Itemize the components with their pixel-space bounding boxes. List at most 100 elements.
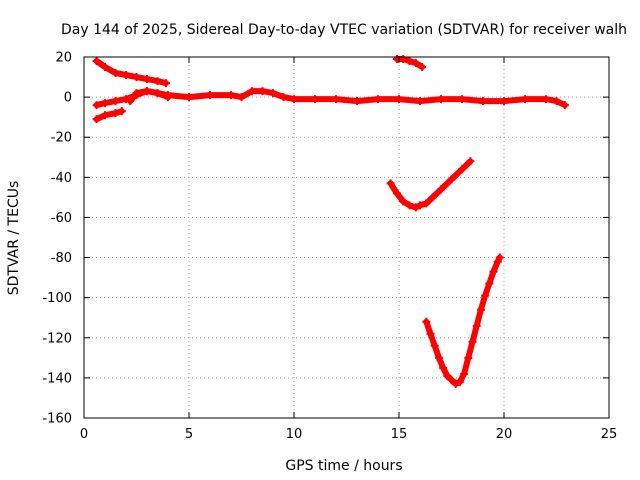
series-line xyxy=(93,58,169,87)
data-point xyxy=(143,75,151,84)
data-point xyxy=(416,201,424,210)
data-point xyxy=(101,99,109,108)
series-line xyxy=(423,254,503,387)
ticks-layer: 0 5 10 15 20 25 20 0 -20 -40 -60 -80 -100 -120 -140 -16… xyxy=(42,51,617,443)
x-axis-label: GPS time / hours xyxy=(285,458,402,474)
series-arc-5 xyxy=(392,55,427,72)
data-point xyxy=(422,317,431,326)
data-point xyxy=(126,97,135,106)
data-point xyxy=(332,95,340,104)
data-point xyxy=(395,95,403,104)
data-point xyxy=(460,369,469,378)
data-point xyxy=(439,363,448,372)
data-point xyxy=(269,89,277,98)
data-point xyxy=(466,157,475,166)
x-tick-label: 25 xyxy=(601,427,618,442)
data-point xyxy=(111,97,120,106)
data-point xyxy=(164,93,172,102)
data-point xyxy=(468,337,477,346)
y-tick-label: -140 xyxy=(42,371,72,386)
data-point xyxy=(399,197,408,206)
data-point xyxy=(143,87,151,96)
x-tick-label: 5 xyxy=(185,427,193,442)
data-point xyxy=(405,57,414,66)
y-tick-label: -100 xyxy=(42,291,72,306)
data-point xyxy=(418,63,427,72)
data-point xyxy=(426,329,435,338)
data-point xyxy=(92,101,101,110)
series-arc-4 xyxy=(126,87,172,106)
data-point xyxy=(92,57,101,66)
data-point xyxy=(237,93,246,102)
data-point xyxy=(101,111,109,120)
data-point xyxy=(185,93,193,102)
data-point xyxy=(430,341,439,350)
y-tick-label: -20 xyxy=(51,131,72,146)
data-point xyxy=(101,63,109,72)
y-tick-label: -120 xyxy=(42,331,72,346)
data-point xyxy=(374,95,382,104)
data-point xyxy=(92,115,101,124)
x-tick-label: 0 xyxy=(80,427,88,442)
data-point xyxy=(405,201,414,210)
y-tick-label: -160 xyxy=(42,412,72,427)
data-point xyxy=(500,97,508,106)
series-arc-7 xyxy=(422,253,504,388)
data-point xyxy=(521,95,529,104)
data-point xyxy=(481,291,490,300)
x-tick-label: 10 xyxy=(286,427,303,442)
data-point xyxy=(132,89,141,98)
data-point xyxy=(279,93,288,102)
y-axis-label: SDTVAR / TECUs xyxy=(6,181,22,296)
data-point xyxy=(416,97,424,106)
data-point xyxy=(422,199,431,208)
data-point xyxy=(476,305,485,314)
data-point xyxy=(258,87,267,96)
data-point xyxy=(485,279,494,288)
data-point xyxy=(428,193,437,202)
data-point xyxy=(411,203,420,212)
data-point xyxy=(560,101,569,110)
data-point xyxy=(161,79,170,88)
data-point xyxy=(479,97,487,106)
chart-title: Day 144 of 2025, Sidereal Day-to-day VTE… xyxy=(61,22,627,38)
y-tick-label: -80 xyxy=(51,251,72,266)
series-arc-3 xyxy=(92,107,126,124)
data-point xyxy=(290,95,298,104)
data-point xyxy=(153,89,162,98)
data-point xyxy=(437,185,445,194)
grid-layer xyxy=(84,57,609,418)
data-point xyxy=(437,95,445,104)
data-point xyxy=(248,87,256,96)
data-point xyxy=(458,165,466,174)
data-point xyxy=(132,73,141,82)
data-point xyxy=(493,257,502,266)
data-point xyxy=(455,377,464,386)
data-point xyxy=(447,175,456,184)
data-point xyxy=(489,267,498,276)
data-point xyxy=(411,59,420,68)
data-point xyxy=(464,353,473,362)
data-point xyxy=(227,91,235,100)
data-point xyxy=(434,353,443,362)
series-arc-1 xyxy=(92,57,170,88)
data-point xyxy=(443,371,452,380)
data-point xyxy=(206,91,214,100)
series-layer xyxy=(92,55,569,388)
series-arc-6 xyxy=(386,157,475,212)
data-point xyxy=(542,95,550,104)
data-point xyxy=(472,321,481,330)
data-point xyxy=(447,375,456,384)
data-point xyxy=(386,179,395,188)
data-point xyxy=(392,189,401,198)
y-tick-label: 0 xyxy=(64,91,72,106)
data-point xyxy=(117,107,126,116)
data-point xyxy=(122,71,130,80)
data-point xyxy=(458,95,466,104)
y-tick-label: 20 xyxy=(55,51,72,66)
data-point xyxy=(111,109,120,118)
data-point xyxy=(495,253,504,262)
y-tick-label: -40 xyxy=(51,171,72,186)
y-tick-label: -60 xyxy=(51,211,72,226)
